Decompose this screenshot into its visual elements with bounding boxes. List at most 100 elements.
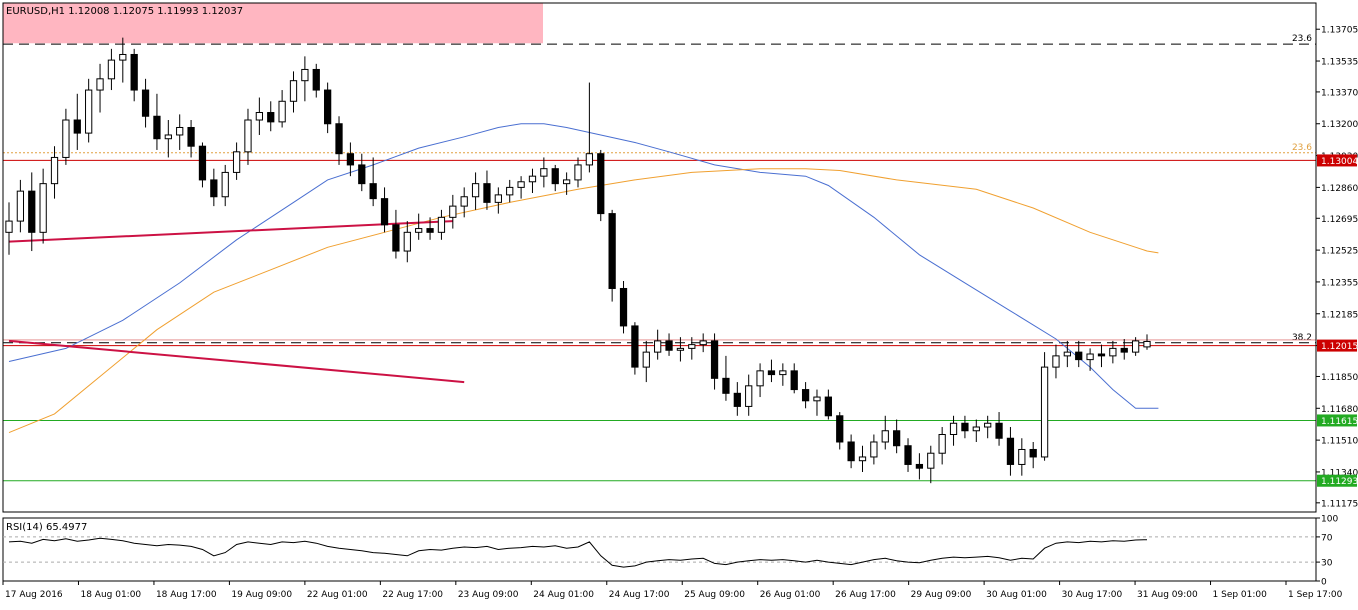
time-tick-label: 24 Aug 17:00 [609,590,670,600]
level-price-tag [1317,474,1357,487]
rsi-line [8,537,1148,568]
candle-body-bull [949,422,958,435]
candle-body-bull [540,168,548,177]
level-price-tag [1317,339,1357,352]
candle-body-bear [665,340,673,351]
candle-body-bear [733,392,741,407]
time-tick-label: 23 Aug 09:00 [458,590,519,600]
candle-body-bull [164,134,172,140]
price-tick-label: 1.13200 [1321,120,1358,130]
chart-axes: 1.137051.135351.133701.132001.130301.128… [2,2,1358,600]
candle-body-bull [585,153,594,166]
moving-average-orange [8,168,1159,434]
candle-body-bull [221,171,229,198]
trendline [8,220,453,243]
price-tick-label: 1.13705 [1321,26,1358,36]
candle-body-bear [893,430,901,447]
candle-body-bull [699,340,707,346]
candle-body-bear [267,112,275,123]
highlight-zone [3,3,543,44]
candle-body-bear [1120,347,1128,353]
candle-body-bull [779,370,787,376]
candle-body-bull [437,216,446,233]
candle-body-bear [961,422,969,432]
candle-body-bull [1143,340,1151,348]
time-tick-label: 22 Aug 01:00 [307,590,368,600]
candle-body-bear [73,119,81,134]
candle-body-bear [380,198,389,226]
candle-body-bear [597,153,605,215]
symbol-header: EURUSD,H1 1.12008 1.12075 1.11993 1.1203… [6,6,243,17]
time-tick-label: 18 Aug 17:00 [156,590,217,600]
candle-body-bear [847,441,855,462]
candle-body-bear [130,53,138,91]
candle-body-bull [415,228,423,233]
main-pane-border [2,2,1317,513]
candle-body-bull [972,426,980,432]
candle-body-bear [1097,353,1106,357]
candle-body-bull [517,181,525,188]
candle-body-bear [312,68,320,91]
candle-body-bull [938,433,946,454]
candle-body-bull [255,112,263,121]
time-tick-label: 31 Aug 09:00 [1137,590,1198,600]
candle-body-bull [176,126,184,136]
candle-body-bear [335,123,343,155]
price-tick-label: 1.12525 [1321,247,1358,257]
time-tick-label: 19 Aug 09:00 [231,590,292,600]
rsi-header: RSI(14) 65.4977 [6,522,87,533]
time-tick-label: 18 Aug 01:00 [80,590,141,600]
price-tick-label: 1.12355 [1321,278,1358,288]
candle-body-bull [471,183,480,198]
candle-body-bear [187,126,195,147]
price-tick-label: 1.11680 [1321,405,1358,415]
candle-body-bull [676,347,685,351]
price-tick-label: 1.11510 [1321,437,1358,447]
price-tick-label: 1.11850 [1321,373,1358,383]
candle-body-bear [836,415,844,443]
time-tick-label: 25 Aug 09:00 [684,590,745,600]
rsi-tick-label: 100 [1321,515,1338,525]
candle-body-bear [153,115,161,140]
candle-body-bull [745,385,753,407]
candle-body-bull [1109,347,1117,357]
candle-body-bull [449,205,457,218]
candle-body-bull [562,179,571,185]
price-tick-label: 1.13370 [1321,88,1358,98]
candle-body-bull [1086,353,1094,361]
level-price-tag-label: 1.11615 [1321,417,1358,427]
candle-body-bear [483,183,491,203]
level-price-tag-label: 1.12015 [1321,342,1358,352]
level-price-tag [1317,154,1357,167]
candle-body-bull [654,340,662,353]
candle-body-bear [551,168,559,185]
moving-average-blue [8,123,1159,409]
candle-body-bull [881,430,889,443]
candle-body-bull [278,100,286,123]
candle-body-bull [1063,351,1071,357]
candle-body-bear [346,153,355,166]
rsi-indicator-pane: 100 70 30 0 [2,515,1338,588]
trendline [8,339,465,384]
rsi-tick-label: 0 [1321,578,1327,588]
candle-body-bull [119,53,127,61]
candle-body-bull [403,231,411,252]
candle-body-bull [1052,355,1060,368]
candle-body-bear [198,145,207,181]
candle-body-bear [1006,437,1015,465]
candle-body-bear [824,396,832,417]
candle-body-bull [96,78,104,91]
candle-body-bull [756,370,764,387]
candle-body-bear [358,164,366,185]
candle-body-bear [722,377,730,394]
candle-body-bear [1029,448,1037,458]
fibo-level-label: 38.2 [1292,333,1312,343]
candle-body-bull [927,452,935,469]
candle-body-bear [608,213,616,289]
candle-body-bull [813,396,821,402]
candle-body-bear [915,463,924,469]
candle-body-bull [1040,366,1049,458]
candle-body-bear [904,445,912,465]
